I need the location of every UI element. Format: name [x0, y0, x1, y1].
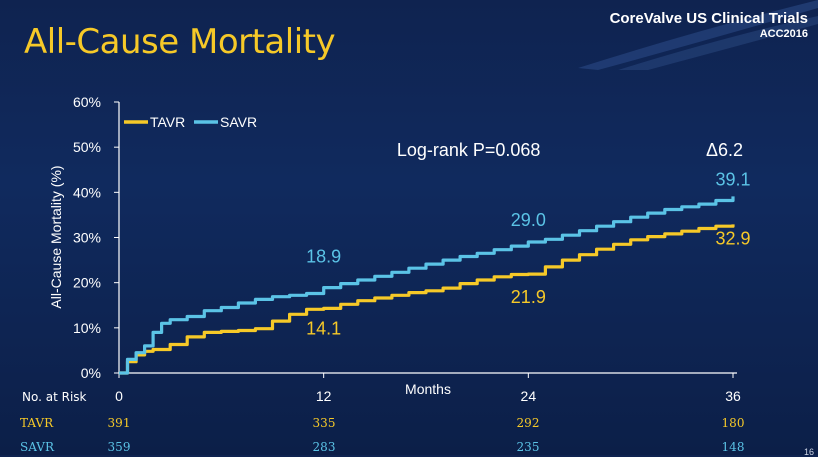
y-axis-label: All-Cause Mortality (%) — [48, 165, 64, 308]
data-label-tavr: 14.1 — [306, 319, 341, 339]
series-line-savr — [119, 196, 735, 375]
risk-table-header: No. at Risk — [22, 390, 87, 404]
data-label-tavr: 32.9 — [715, 228, 750, 248]
series-line-tavr — [119, 224, 735, 375]
risk-value-tavr: 335 — [312, 416, 336, 430]
risk-row-label-savr: SAVR — [20, 440, 54, 454]
x-tick-label: 0 — [115, 388, 123, 404]
conference-label: ACC2016 — [759, 28, 808, 40]
y-tick-label: 20% — [73, 275, 101, 291]
data-label-tavr: 21.9 — [511, 287, 546, 307]
data-label-savr: 29.0 — [511, 210, 546, 230]
risk-value-tavr: 292 — [516, 416, 540, 430]
x-axis-label: Months — [405, 381, 451, 397]
legend-label-tavr: TAVR — [150, 114, 185, 130]
page-number: 16 — [803, 447, 814, 457]
x-tick-label: 12 — [316, 388, 332, 404]
risk-value-savr: 235 — [516, 440, 540, 454]
y-tick-label: 10% — [73, 320, 101, 336]
risk-value-tavr: 180 — [721, 416, 745, 430]
risk-value-savr: 359 — [107, 440, 131, 454]
y-tick-label: 40% — [73, 184, 101, 200]
y-tick-label: 60% — [73, 94, 101, 110]
annotation-text: Δ6.2 — [706, 140, 743, 160]
legend-label-savr: SAVR — [220, 114, 257, 130]
x-tick-label: 24 — [521, 388, 537, 404]
risk-value-tavr: 391 — [107, 416, 131, 430]
y-tick-label: 0% — [81, 365, 101, 381]
x-tick-label: 36 — [725, 388, 741, 404]
y-tick-label: 50% — [73, 139, 101, 155]
header-swoosh — [578, 0, 818, 70]
brand-name: CoreValve US Clinical Trials — [609, 10, 808, 27]
risk-value-savr: 283 — [312, 440, 336, 454]
annotation-text: Log-rank P=0.068 — [397, 140, 541, 160]
slide-title: All-Cause Mortality — [24, 22, 336, 62]
risk-value-savr: 148 — [721, 440, 745, 454]
y-tick-label: 30% — [73, 230, 101, 246]
brand-block: CoreValve US Clinical Trials ACC2016 — [610, 10, 808, 40]
data-label-savr: 18.9 — [306, 246, 341, 266]
risk-row-label-tavr: TAVR — [20, 416, 54, 430]
data-label-savr: 39.1 — [715, 170, 750, 190]
